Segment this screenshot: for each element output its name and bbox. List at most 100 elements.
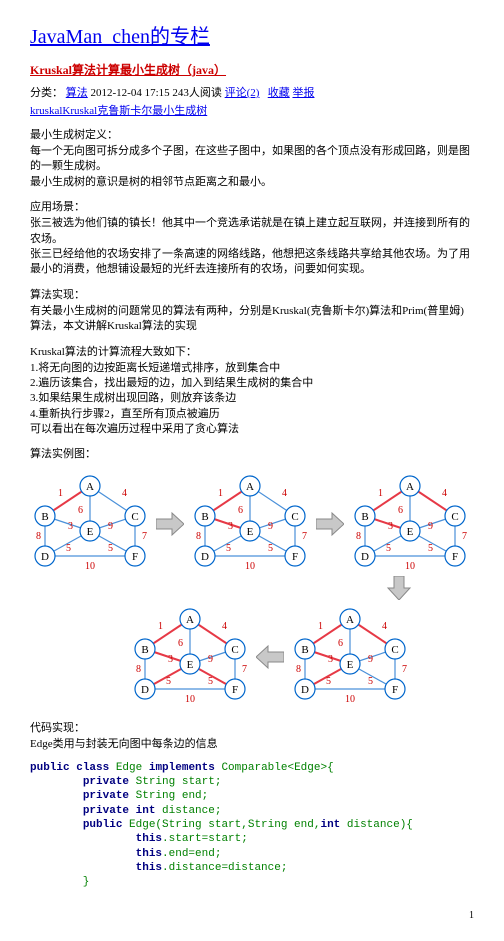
svg-text:5: 5 [428,543,433,554]
svg-text:3: 3 [168,654,173,665]
svg-text:C: C [231,644,238,656]
svg-text:C: C [451,511,458,523]
svg-text:C: C [131,511,138,523]
svg-text:E: E [347,659,354,671]
list-item: 4.重新执行步骤2，直至所有顶点被遍历 [30,407,474,422]
svg-text:D: D [141,684,149,696]
svg-text:1: 1 [58,488,63,499]
post-tags[interactable]: kruskalKruskal克鲁斯卡尔最小生成树 [30,102,474,118]
arrow-left-icon [256,642,284,672]
svg-text:D: D [301,684,309,696]
svg-text:F: F [232,684,238,696]
svg-text:4: 4 [122,488,127,499]
svg-text:8: 8 [136,664,141,675]
section-heading: 应用场景： [30,198,474,214]
svg-text:3: 3 [68,521,73,532]
section-heading: 算法实例图： [30,445,474,461]
svg-text:E: E [247,526,254,538]
svg-text:E: E [407,526,414,538]
svg-text:4: 4 [282,488,287,499]
svg-text:1: 1 [158,621,163,632]
graph-step1: 14639875510ABCDEF [30,471,150,576]
page-number: 1 [30,910,474,921]
blog-title[interactable]: JavaMan_chen的专栏 [30,20,474,49]
category-link[interactable]: 算法 [66,87,88,99]
graph-step5: 14639875510ABCDEF [130,604,250,709]
svg-text:D: D [41,551,49,563]
svg-text:8: 8 [36,531,41,542]
svg-text:C: C [291,511,298,523]
svg-text:5: 5 [208,676,213,687]
svg-text:9: 9 [428,521,433,532]
graph-step4: 14639875510ABCDEF [290,604,410,709]
svg-text:6: 6 [238,505,243,516]
svg-text:B: B [361,511,368,523]
svg-text:10: 10 [85,561,95,572]
list-item: 1.将无向图的边按距离长短递增式排序，放到集合中 [30,361,474,376]
paragraph: 张三已经给他的农场安排了一条高速的网络线路，他想把这条线路共享给其他农场。为了用… [30,247,474,278]
svg-text:6: 6 [178,638,183,649]
svg-text:9: 9 [208,654,213,665]
graph-step3: 14639875510ABCDEF [350,471,470,576]
section-heading: 最小生成树定义： [30,126,474,142]
svg-text:3: 3 [228,521,233,532]
svg-text:B: B [141,644,148,656]
svg-text:4: 4 [382,621,387,632]
code-block: public class Edge implements Comparable<… [30,761,474,890]
section-heading: Kruskal算法的计算流程大致如下： [30,343,474,359]
section-heading: 算法实现： [30,286,474,302]
svg-text:3: 3 [388,521,393,532]
svg-text:1: 1 [378,488,383,499]
svg-text:6: 6 [78,505,83,516]
svg-text:5: 5 [326,676,331,687]
list-item: 3.如果结果生成树出现回路，则放弃该条边 [30,391,474,406]
algorithm-diagram: 14639875510ABCDEF 14639875510ABCDEF 1463… [30,471,474,709]
arrow-right-icon [316,509,344,539]
paragraph: Edge类用与封装无向图中每条边的信息 [30,737,474,752]
post-views: 243人阅读 [172,87,222,99]
paragraph: 最小生成树的意识是树的相邻节点距离之和最小。 [30,175,474,190]
category-label: 分类： [30,87,63,99]
arrow-right-icon [156,509,184,539]
svg-text:10: 10 [185,694,195,705]
svg-text:E: E [87,526,94,538]
svg-text:7: 7 [242,664,247,675]
svg-text:A: A [406,481,414,493]
comments-link[interactable]: 评论(2) [225,87,260,99]
svg-text:A: A [186,614,194,626]
svg-text:9: 9 [268,521,273,532]
svg-text:10: 10 [405,561,415,572]
svg-text:A: A [246,481,254,493]
post-meta: 分类： 算法 2012-12-04 17:15 243人阅读 评论(2) 收藏 … [30,84,474,100]
svg-text:6: 6 [398,505,403,516]
section-heading: 代码实现： [30,719,474,735]
svg-text:7: 7 [462,531,467,542]
paragraph: 有关最小生成树的问题常见的算法有两种，分别是Kruskal(克鲁斯卡尔)算法和P… [30,304,474,335]
report-link[interactable]: 举报 [292,87,314,99]
svg-text:5: 5 [166,676,171,687]
svg-text:3: 3 [328,654,333,665]
paragraph: 每一个无向图可拆分成多个子图，在这些子图中，如果图的各个顶点没有形成回路，则是图… [30,144,474,175]
svg-text:5: 5 [108,543,113,554]
svg-text:10: 10 [245,561,255,572]
svg-text:1: 1 [218,488,223,499]
svg-text:D: D [361,551,369,563]
svg-text:7: 7 [402,664,407,675]
svg-text:A: A [86,481,94,493]
svg-text:5: 5 [268,543,273,554]
favorite-link[interactable]: 收藏 [268,87,290,99]
svg-text:5: 5 [368,676,373,687]
paragraph: 张三被选为他们镇的镇长！他其中一个竞选承诺就是在镇上建立起互联网，并连接到所有的… [30,216,474,247]
svg-text:B: B [301,644,308,656]
svg-text:A: A [346,614,354,626]
svg-text:6: 6 [338,638,343,649]
svg-text:B: B [201,511,208,523]
svg-text:F: F [292,551,298,563]
svg-text:7: 7 [302,531,307,542]
svg-text:5: 5 [66,543,71,554]
svg-text:D: D [201,551,209,563]
list-item: 2.遍历该集合，找出最短的边，加入到结果生成树的集合中 [30,376,474,391]
arrow-down-icon [384,576,414,600]
post-title[interactable]: Kruskal算法计算最小生成树（java） [30,61,474,78]
svg-text:E: E [187,659,194,671]
